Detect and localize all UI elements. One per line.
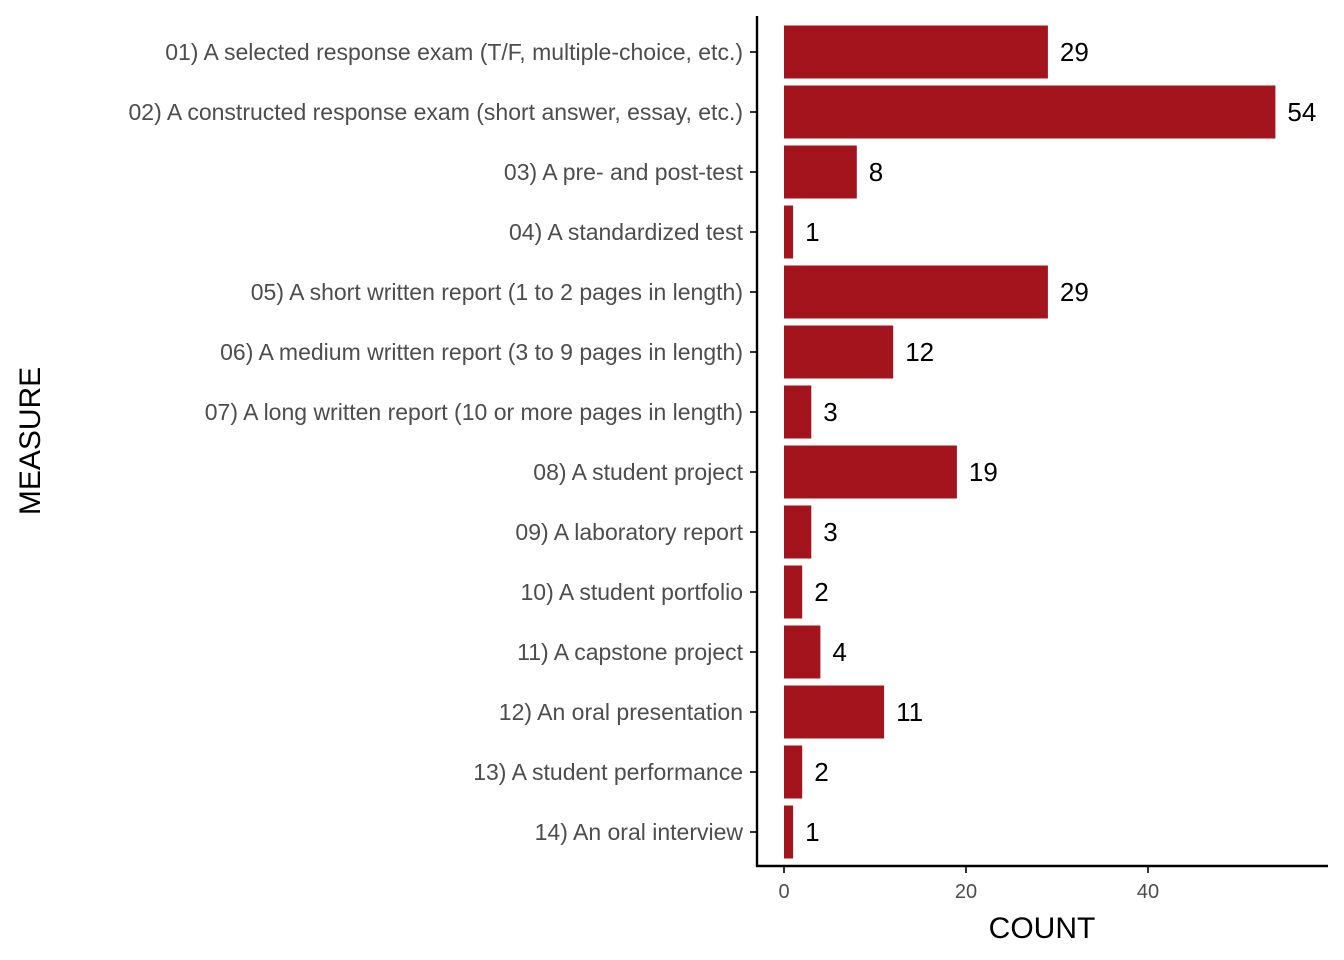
category-label: 05) A short written report (1 to 2 pages… [251, 279, 743, 305]
data-label: 2 [814, 757, 828, 787]
bar [784, 265, 1048, 319]
data-label: 19 [969, 457, 998, 487]
data-label: 12 [905, 337, 934, 367]
bar [784, 685, 885, 739]
data-label: 54 [1287, 97, 1316, 127]
data-label: 3 [823, 517, 837, 547]
category-label: 03) A pre- and post-test [504, 159, 744, 185]
bars-layer [784, 25, 1276, 859]
data-label: 11 [896, 697, 923, 727]
data-label: 1 [805, 217, 819, 247]
x-axis-ticks: 0 20 40 [778, 866, 1159, 903]
category-label: 04) A standardized test [509, 219, 744, 245]
category-label: 02) A constructed response exam (short a… [129, 99, 743, 125]
data-label: 4 [832, 637, 846, 667]
category-label: 14) An oral interview [535, 819, 744, 845]
bar [784, 145, 857, 199]
y-axis-title: MEASURE [14, 367, 47, 515]
category-label: 10) A student portfolio [521, 579, 744, 605]
data-label: 29 [1060, 37, 1089, 67]
bar [784, 625, 821, 679]
bar [784, 505, 812, 559]
bar [784, 25, 1048, 79]
category-label: 12) An oral presentation [499, 699, 743, 725]
x-tick-label: 40 [1137, 881, 1159, 903]
bar [784, 445, 957, 499]
category-labels: 01) A selected response exam (T/F, multi… [129, 39, 744, 845]
x-tick-label: 0 [778, 881, 789, 903]
bar [784, 205, 794, 259]
category-label: 07) A long written report (10 or more pa… [205, 399, 743, 425]
x-tick-label: 20 [955, 881, 977, 903]
category-label: 11) A capstone project [517, 639, 743, 665]
data-label: 29 [1060, 277, 1089, 307]
x-axis-title: COUNT [989, 912, 1096, 945]
bar [784, 385, 812, 439]
category-label: 01) A selected response exam (T/F, multi… [165, 39, 743, 65]
bar [784, 325, 894, 379]
data-label: 8 [869, 157, 883, 187]
category-label: 09) A laboratory report [515, 519, 743, 545]
bar [784, 805, 794, 859]
data-label: 1 [805, 817, 819, 847]
data-label: 2 [814, 577, 828, 607]
data-label: 3 [823, 397, 837, 427]
category-label: 08) A student project [533, 459, 743, 485]
category-label: 13) A student performance [473, 759, 743, 785]
bar [784, 745, 803, 799]
bar [784, 85, 1276, 139]
category-label: 06) A medium written report (3 to 9 page… [220, 339, 743, 365]
bar [784, 565, 803, 619]
